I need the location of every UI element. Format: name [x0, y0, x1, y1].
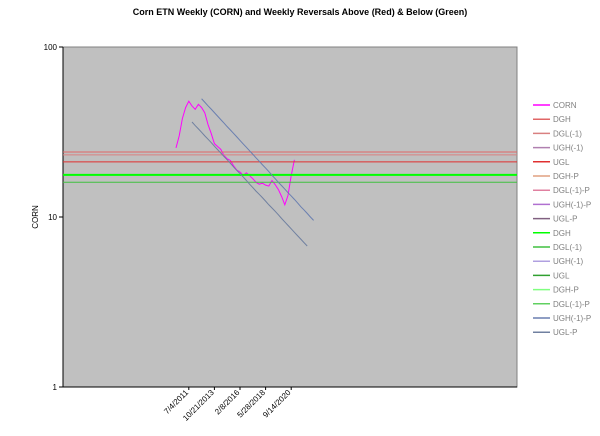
y-tick-label: 100 — [44, 43, 58, 52]
legend-label: DGL(-1) — [553, 243, 582, 252]
legend-label: UGL — [553, 271, 570, 280]
y-axis-label: CORN — [31, 205, 40, 229]
legend-label: UGL — [553, 158, 570, 167]
y-tick-label: 1 — [53, 383, 58, 392]
legend-label: DGH — [553, 115, 571, 124]
chart-title: Corn ETN Weekly (CORN) and Weekly Revers… — [133, 7, 467, 17]
series-line — [175, 100, 295, 207]
legend-label: DGH-P — [553, 286, 579, 295]
x-tick-label: 9/14/2020 — [261, 388, 293, 420]
legend-label: DGH-P — [553, 172, 579, 181]
legend-label: DGL(-1) — [553, 129, 582, 138]
legend-label: UGH(-1) — [553, 257, 584, 266]
legend-label: UGH(-1) — [553, 144, 584, 153]
legend-label: DGL(-1)-P — [553, 300, 590, 309]
series-line — [201, 98, 314, 221]
y-tick-label: 10 — [48, 213, 57, 222]
series-line — [191, 121, 308, 247]
legend-label: CORN — [553, 101, 577, 110]
legend-label: UGL-P — [553, 215, 577, 224]
legend-label: DGL(-1)-P — [553, 186, 590, 195]
legend-label: UGH(-1)-P — [553, 314, 591, 323]
plot-area — [62, 46, 518, 388]
legend-label: DGH — [553, 229, 571, 238]
legend-label: UGL-P — [553, 328, 577, 337]
legend-label: UGH(-1)-P — [553, 200, 591, 209]
